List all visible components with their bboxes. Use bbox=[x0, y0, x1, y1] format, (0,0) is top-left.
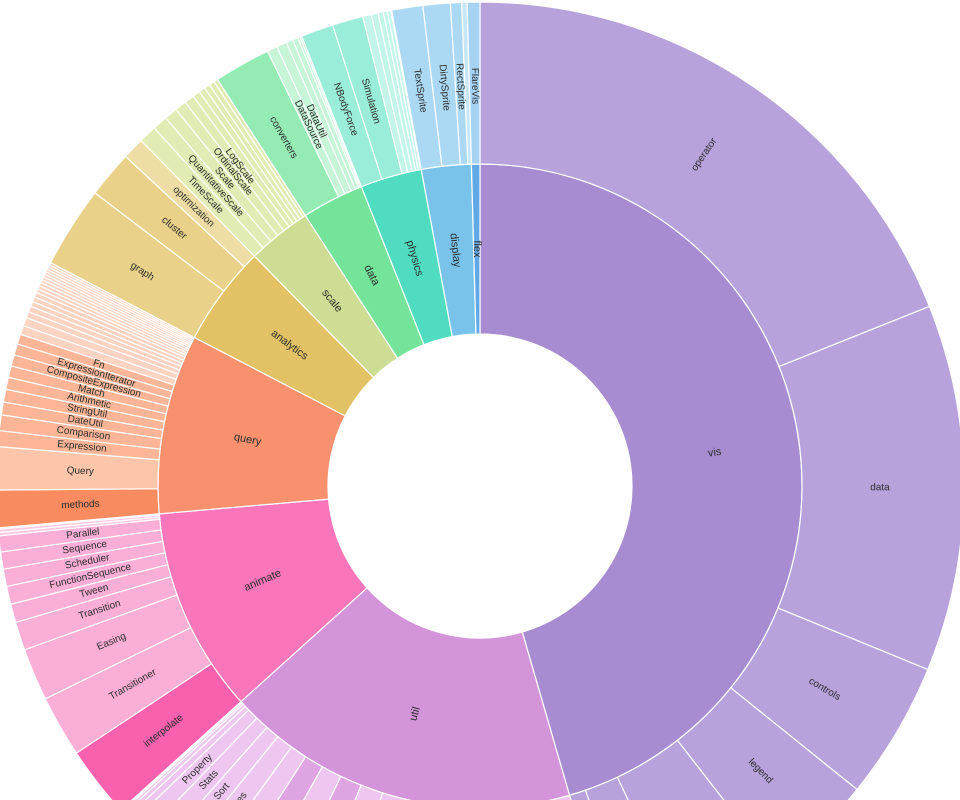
segment-vis-axis[interactable] bbox=[616, 739, 776, 800]
segment-label-Query: Query bbox=[66, 465, 94, 477]
segment-label-Expression: Expression bbox=[57, 439, 107, 455]
segment-util-Strings[interactable] bbox=[525, 794, 615, 800]
segment-label-methods: methods bbox=[61, 499, 100, 512]
segment-label-query: query bbox=[233, 431, 263, 448]
segment-flex-FlareVis[interactable] bbox=[466, 1, 481, 165]
segment-vis-data[interactable] bbox=[777, 305, 960, 671]
segment-label-Dates: Dates bbox=[225, 790, 250, 800]
segment-label-RectSprite: RectSprite bbox=[454, 63, 467, 111]
segment-vis-operator[interactable] bbox=[479, 1, 931, 368]
segment-label-DirtySprite: DirtySprite bbox=[437, 64, 452, 112]
segment-label-flex: flex bbox=[471, 240, 483, 258]
segment-label-Parallel: Parallel bbox=[66, 527, 100, 542]
segment-label-Fn: Fn bbox=[92, 358, 106, 372]
segment-label-vis: vis bbox=[707, 446, 722, 460]
segment-label-data: data bbox=[870, 482, 890, 493]
segment-vis-legend[interactable] bbox=[676, 687, 858, 800]
segment-label-FlareVis: FlareVis bbox=[469, 68, 480, 105]
segment-label-display: display bbox=[447, 233, 463, 269]
segment-label-util: util bbox=[407, 706, 422, 723]
